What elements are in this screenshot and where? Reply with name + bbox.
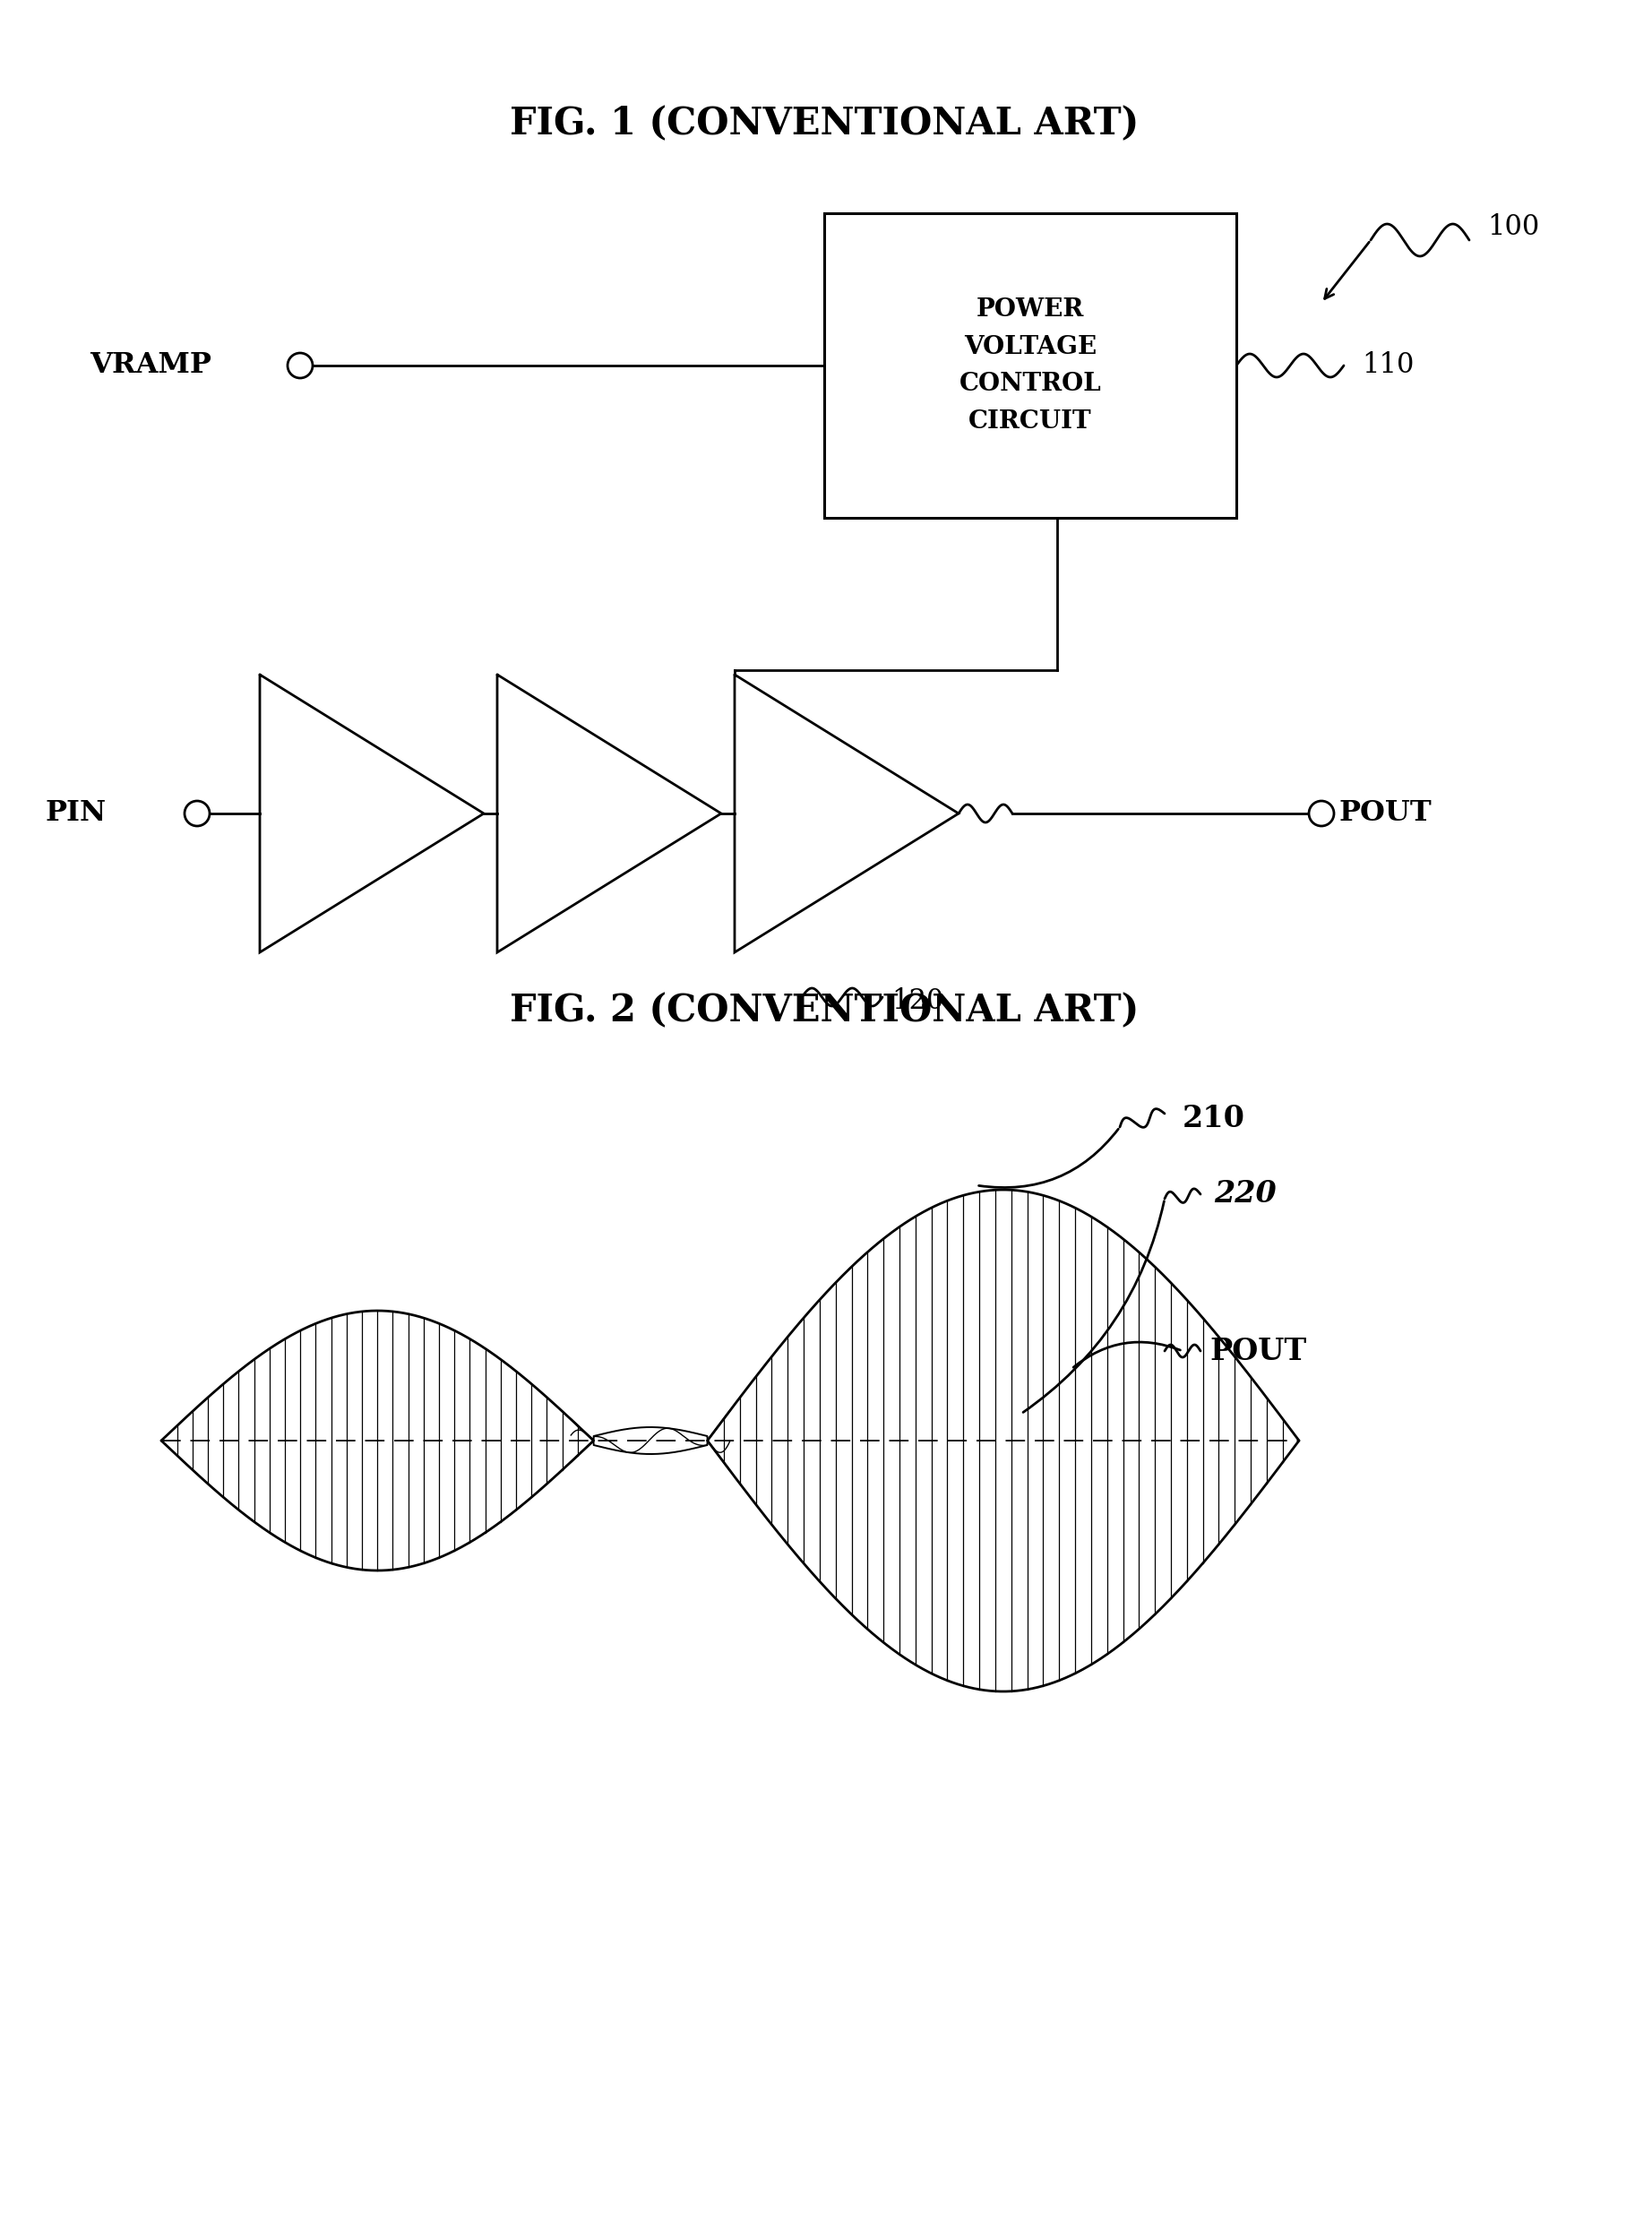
Bar [824,214,1236,517]
Text: POUT: POUT [1340,800,1432,827]
Text: POUT: POUT [1209,1335,1307,1366]
Text: PIN: PIN [45,800,106,827]
Text: FIG. 1 (CONVENTIONAL ART): FIG. 1 (CONVENTIONAL ART) [509,105,1138,143]
Text: POWER
VOLTAGE
CONTROL
CIRCUIT: POWER VOLTAGE CONTROL CIRCUIT [960,296,1102,435]
Text: 110: 110 [1361,352,1414,379]
Text: 210: 210 [1183,1103,1246,1132]
Text: FIG. 2 (CONVENTIONAL ART): FIG. 2 (CONVENTIONAL ART) [509,992,1138,1030]
Text: 220: 220 [1214,1179,1277,1208]
Text: 100: 100 [1487,212,1540,241]
Text: VRAMP: VRAMP [89,352,211,379]
Text: 120: 120 [892,987,943,1016]
